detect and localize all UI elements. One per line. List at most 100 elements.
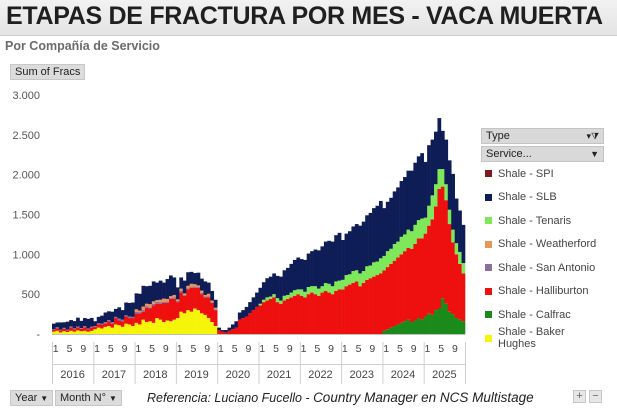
bar-segment xyxy=(361,271,366,284)
bar-segment xyxy=(385,201,390,252)
legend-swatch xyxy=(485,240,492,248)
bar-segment xyxy=(323,290,328,334)
bar-segment xyxy=(323,283,328,291)
bar-segment xyxy=(162,302,166,323)
bar-segment xyxy=(151,305,156,323)
bar-segment xyxy=(110,323,115,328)
bar-segment xyxy=(358,286,363,334)
bar-segment xyxy=(179,290,184,293)
chevron-down-icon[interactable]: ▼ xyxy=(590,149,599,159)
bar-segment xyxy=(320,286,325,293)
bar-segment xyxy=(444,184,449,201)
month-field-button[interactable]: Month N° ▼ xyxy=(55,390,122,406)
bar-segment xyxy=(151,322,156,334)
bar-segment xyxy=(396,257,400,325)
legend-label: Shale - Tenaris xyxy=(498,214,572,227)
bar-segment xyxy=(58,332,63,334)
bar-segment xyxy=(382,270,387,331)
bar-segment xyxy=(440,186,445,299)
reference-prefix: Referencia: Luciano Fucello - xyxy=(147,391,314,405)
bar-segment xyxy=(175,287,180,300)
bar-segment xyxy=(286,298,290,334)
bar-segment xyxy=(134,309,139,312)
service-field-button[interactable]: Service... ▼ xyxy=(481,146,604,162)
bar-segment xyxy=(251,310,256,334)
type-filter-button[interactable]: Type ▾⧩ xyxy=(481,128,604,144)
bar-segment xyxy=(199,292,204,295)
bar-segment xyxy=(392,243,397,261)
bar-segment xyxy=(454,254,459,319)
bar-segment xyxy=(144,303,149,307)
bar-segment xyxy=(127,316,132,319)
bar-segment xyxy=(107,326,111,334)
type-filter-label: Type xyxy=(486,130,510,142)
month-tick-label: 5 xyxy=(397,343,403,355)
legend-label: Shale - Calfrac xyxy=(498,308,571,321)
month-tick-label: 9 xyxy=(163,343,169,355)
bar-segment xyxy=(317,288,321,296)
bar-segment xyxy=(409,170,414,232)
bar-segment xyxy=(127,302,132,317)
bar-segment xyxy=(244,306,249,317)
month-tick-label: 5 xyxy=(356,343,362,355)
bar-segment xyxy=(58,330,63,333)
bar-segment xyxy=(189,283,194,287)
bar-segment xyxy=(347,284,352,334)
values-field-button[interactable]: Sum of Fracs xyxy=(10,64,86,80)
bar-segment xyxy=(62,327,67,329)
bar-segment xyxy=(213,307,218,310)
minus-icon: − xyxy=(592,390,599,402)
bar-segment xyxy=(361,221,366,272)
bar-segment xyxy=(375,205,380,262)
bar-segment xyxy=(199,278,204,291)
month-tick-label: 1 xyxy=(135,343,141,355)
bar-segment xyxy=(144,307,149,323)
filter-icon[interactable]: ▾⧩ xyxy=(586,131,599,141)
bar-segment xyxy=(458,210,462,252)
zoom-out-button[interactable]: − xyxy=(589,390,602,403)
bar-segment xyxy=(241,310,246,319)
bar-segment xyxy=(103,322,108,324)
bar-segment xyxy=(189,271,194,284)
bar-segment xyxy=(347,231,352,275)
bar-segment xyxy=(237,319,242,334)
bar-segment xyxy=(169,297,173,299)
bar-segment xyxy=(127,318,132,325)
legend-item: Shale - Baker Hughes xyxy=(481,326,604,350)
bar-segment xyxy=(378,273,383,334)
bar-segment xyxy=(286,267,290,295)
bar-segment xyxy=(224,332,228,334)
bar-segment xyxy=(299,295,304,334)
bar-segment xyxy=(72,331,77,334)
bar-segment xyxy=(365,215,369,267)
bar-segment xyxy=(96,323,101,325)
legend-label: Shale - SLB xyxy=(498,191,557,204)
year-label: 2016 xyxy=(60,369,84,381)
zoom-in-button[interactable]: + xyxy=(573,390,586,403)
bar-segment xyxy=(110,327,115,334)
bar-segment xyxy=(148,285,153,305)
year-field-button[interactable]: Year ▼ xyxy=(10,390,54,406)
month-tick-label: 5 xyxy=(438,343,444,355)
bar-segment xyxy=(155,318,159,334)
y-tick-label: 2.000 xyxy=(12,170,40,182)
bar-segment xyxy=(55,330,60,334)
bar-segment xyxy=(430,314,435,334)
bar-segment xyxy=(351,283,356,334)
page-title: ETAPAS DE FRACTURA POR MES - VACA MUERTA xyxy=(6,2,603,30)
bar-segment xyxy=(447,311,452,334)
legend-label: Shale - SPI xyxy=(498,167,554,180)
bar-segment xyxy=(327,292,332,334)
bar-segment xyxy=(230,329,235,334)
bar-segment xyxy=(279,300,283,304)
bar-segment xyxy=(289,263,294,293)
bar-segment xyxy=(220,331,225,334)
bar-segment xyxy=(141,285,146,307)
bar-segment xyxy=(272,297,277,334)
month-tick-label: 5 xyxy=(67,343,73,355)
bar-segment xyxy=(79,331,84,334)
bar-segment xyxy=(320,246,325,287)
bar-segment xyxy=(437,189,442,309)
bar-segment xyxy=(162,301,166,303)
bar-segment xyxy=(82,326,87,328)
